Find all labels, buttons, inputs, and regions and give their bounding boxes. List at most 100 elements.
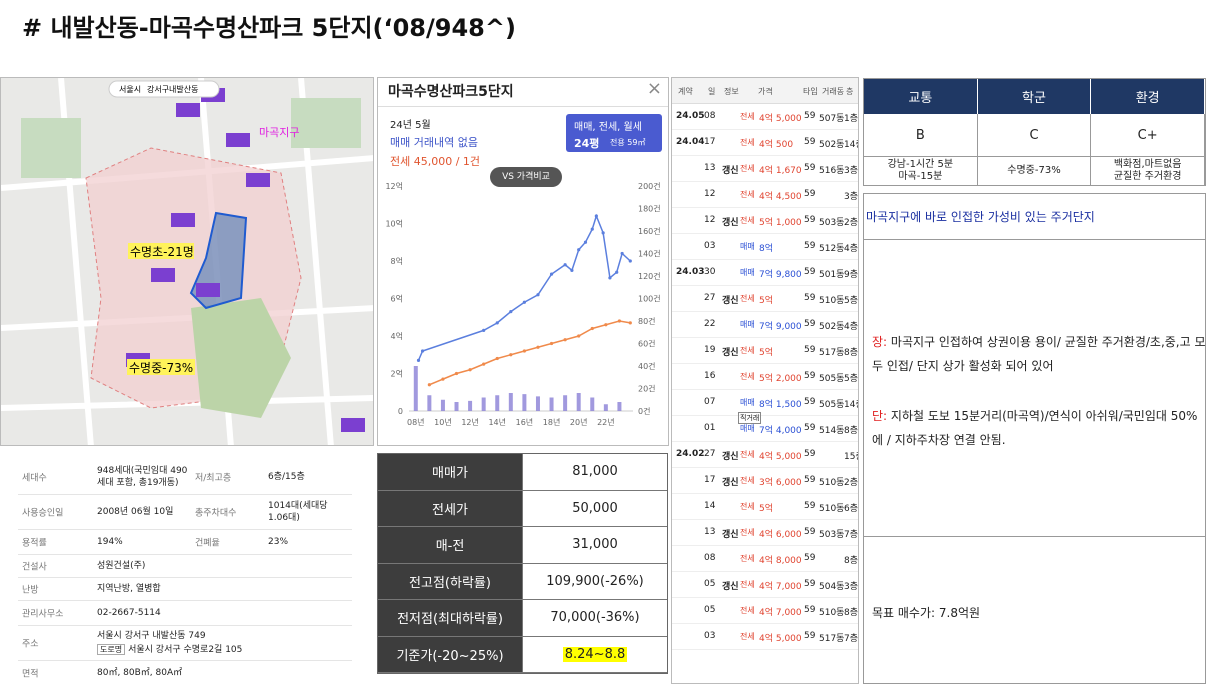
trade-type: 59 [804, 215, 816, 225]
price-point [590, 326, 594, 331]
close-button[interactable]: × [646, 78, 662, 99]
price-point [536, 345, 540, 349]
summary-note: 백화점,마트없음 균질한 주거환경 [1091, 157, 1205, 185]
price-point [628, 321, 632, 325]
volume-bar [535, 396, 540, 411]
trade-day: 07 [704, 397, 716, 407]
trade-day: 19 [704, 345, 716, 355]
trade-row: 13 갱신 전세 4억 6,000 59 503동 7층 [672, 520, 858, 546]
trade-type: 59 [804, 319, 816, 329]
road-address: 서울시 강서구 수명로2길 105 [128, 645, 243, 655]
price-point [601, 231, 605, 235]
price-point [594, 214, 598, 218]
map-chip: 강서구 [147, 84, 169, 94]
price-point [563, 263, 567, 267]
trade-kind: 전세 [740, 372, 755, 381]
trade-price: 4억 7,000 [759, 608, 802, 618]
trade-floor: 5층 [844, 374, 859, 384]
trade-dong: 510동 [819, 504, 845, 514]
cons: 단: 지하철 도보 15분거리(마곡역)/연식이 아쉬워/국민임대 50%에 /… [872, 404, 1206, 452]
trade-type: 59 [804, 397, 816, 407]
cons-tag: 단: [872, 409, 888, 423]
trade-header-cell: 일 [708, 87, 716, 96]
price-line [429, 320, 631, 386]
trade-month: 24.05 [676, 111, 705, 121]
summary-grade: C [977, 114, 1092, 157]
info-text: 2008년 06월 10일 [97, 507, 174, 517]
filter-box[interactable]: 매매, 전세, 월세 24평 전용 59㎡ [566, 114, 662, 152]
price-label: 매매가 [378, 454, 522, 491]
info-label: 사용승인일 [22, 508, 64, 519]
trade-floor: 6층 [844, 504, 859, 514]
x-tick-label: 16년 [516, 417, 534, 427]
price-table: 매매가 81,000 전세가 50,000 매-전 31,000 전고점(하락률) 109,9… [377, 453, 668, 674]
trade-type: 59 [804, 449, 816, 459]
map-label: 수명초-21명 [130, 245, 194, 259]
trade-info: 갱신 [722, 452, 739, 462]
info-text: 성원건설(주) [97, 561, 146, 571]
price-label: 기준가(-20~25%) [378, 636, 522, 673]
volume-bar [563, 395, 568, 411]
trade-row: 05 갱신 전세 4억 7,000 59 504동 3층 [672, 572, 858, 598]
trade-type: 59 [804, 527, 816, 537]
info-text: 23% [268, 537, 289, 547]
volume-bar [454, 402, 459, 411]
trade-floor: 9층 [844, 270, 859, 280]
trade-floor: 3층 [844, 582, 859, 592]
headline: 마곡지구에 바로 인접한 가성비 있는 주거단지 [866, 210, 1095, 224]
trade-day: 05 [704, 579, 716, 589]
price-point [617, 319, 622, 323]
trade-type: 59 [804, 137, 816, 147]
trade-info: 갱신 [722, 296, 739, 306]
compare-button[interactable]: VS 가격비교 [490, 167, 562, 187]
road-line: 도로명 서울시 강서구 수명로2길 105 [97, 644, 337, 656]
price-label: 전세가 [378, 490, 522, 527]
trade-dong: 501동 [819, 270, 845, 280]
price-point [583, 240, 588, 244]
trade-row: 13 갱신 전세 4억 1,670 59 516동 3층 [672, 156, 858, 182]
trade-floor: 8층 [844, 556, 859, 566]
trade-type: 59 [804, 605, 816, 615]
volume-bar [427, 395, 432, 411]
trade-dong: 505동 [819, 400, 845, 410]
price-point [509, 353, 513, 357]
trade-header: 계약 일 정보 가격 타입 거래동 층 [672, 78, 858, 104]
price-label: 전고점(하락률) [378, 563, 522, 600]
trade-kind: 전세 [740, 554, 755, 563]
trade-row: 01 직거래 매매 7억 4,000 59 514동 8층 [672, 412, 858, 442]
trade-dong: 517동 [819, 348, 845, 358]
trade-type: 59 [804, 241, 816, 251]
panel-title: 마곡수명산파크5단지 [388, 84, 514, 100]
trade-day: 03 [704, 241, 716, 251]
price-point [549, 272, 554, 276]
y2-tick-label: 0건 [638, 406, 650, 416]
trade-kind: 전세 [740, 294, 755, 303]
info-text: 서울시 강서구 내발산동 749 [97, 631, 206, 641]
price-value: 31,000 [572, 537, 618, 553]
y2-tick-label: 80건 [638, 316, 656, 326]
trade-kind: 전세 [740, 528, 755, 537]
trade-kind: 매매 [740, 242, 755, 251]
price-value: 109,900(-26%) [546, 573, 644, 589]
price-point [420, 349, 425, 353]
trade-floor: 14층 [844, 400, 858, 410]
trade-kind: 전세 [740, 450, 755, 459]
trade-info: 갱신 [722, 166, 739, 176]
trade-type: 59 [804, 111, 816, 121]
trade-row: 05 전세 4억 7,000 59 510동 8층 [672, 598, 858, 624]
cons-text: 지하철 도보 15분거리(마곡역)/연식이 아쉬워/국민임대 50%에 / 지하… [872, 409, 1198, 447]
price-label: 매-전 [378, 527, 522, 564]
info-label: 주소 [22, 639, 39, 650]
trade-header-cell: 정보 [724, 87, 739, 96]
trade-day: 12 [704, 189, 716, 199]
trade-kind: 전세 [740, 476, 755, 485]
trade-day: 27 [704, 293, 716, 303]
trade-day: 17 [704, 137, 716, 147]
y-tick-label: 8억 [391, 256, 403, 266]
trade-kind: 전세 [740, 138, 755, 147]
trade-price: 4억 5,000 [759, 452, 802, 462]
trade-floor: 2층 [844, 218, 859, 228]
info-text: 194% [97, 537, 123, 547]
volume-bar [468, 400, 473, 411]
